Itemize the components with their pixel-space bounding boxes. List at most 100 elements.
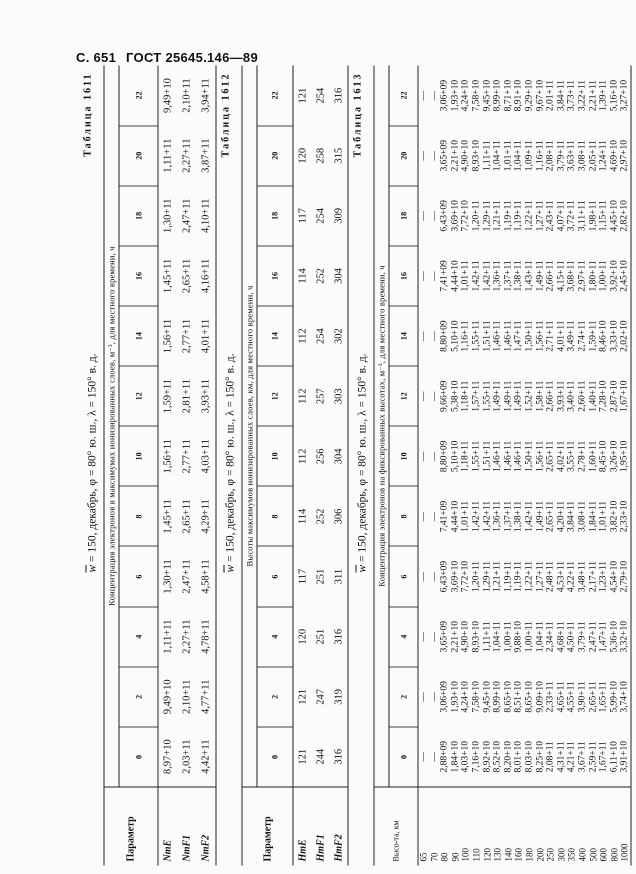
row-label: NmF1	[177, 787, 197, 866]
table-cell: 3,79+11	[577, 621, 588, 653]
table-row: 100 4,03+10 4,24+10 4,90+10 7,72+10 1,01+11 1,…	[460, 66, 472, 866]
table-cell: 1,84+11	[588, 500, 598, 533]
table-cell: 2,82+10	[619, 200, 630, 232]
table-cell: 8,99+10	[492, 79, 503, 112]
table-cell: 9,66+09	[439, 380, 450, 412]
table-cell: 2,65+11	[181, 499, 193, 534]
table-cell: 7,28+10	[598, 380, 609, 412]
table-cell: —	[418, 391, 429, 401]
table-cell: 302	[333, 328, 344, 344]
table-cell: 2,10+11	[181, 679, 193, 715]
table-cell: 3,92+10	[609, 260, 620, 292]
hour-header: 10	[119, 426, 158, 487]
hour-header: 0	[119, 726, 158, 787]
table-cell: 5,36+10	[609, 620, 620, 653]
table-cell: 2,34+11	[545, 621, 556, 653]
table-cell: 1,52+11	[524, 380, 535, 412]
table-row: 300 4,31+11 4,65+11 4,68+11 4,53+11 4,20+11 4,…	[556, 66, 567, 866]
table-cell: 4,58+11	[200, 559, 212, 594]
hour-header: 6	[389, 546, 418, 607]
table-cell: 2,65+11	[545, 500, 556, 533]
table-cell: —	[429, 511, 440, 522]
table-row: 500 2,59+11 2,65+11 2,47+11 2,17+11 1,84+11 1,…	[588, 66, 599, 866]
table-cell: 4,90+10	[460, 620, 471, 653]
table-cell: 309	[333, 207, 344, 224]
row-label: 200	[535, 787, 546, 866]
row-label: 160	[513, 787, 525, 866]
table-cell: 4,31+11	[556, 741, 567, 773]
condition-text: = 150, декабрь, φ = 80° ю. ш., λ = 150° …	[356, 353, 369, 565]
table-cell: 2,48+11	[545, 561, 556, 593]
table-cell: 8,93+10	[471, 139, 482, 172]
table-cell: —	[429, 692, 440, 702]
table-cell: 1,47+11	[513, 320, 524, 352]
table-row: 110 7,16+10 7,58+10 8,93+10 1,20+11 1,42+11 1,…	[471, 66, 483, 866]
hour-header: 0	[389, 726, 418, 787]
table-cell: 2,05+11	[588, 140, 598, 172]
table-cell: 1,98+11	[588, 200, 598, 232]
hour-header: 4	[257, 606, 293, 667]
data-table: Параметр Концентрация электронов в максим…	[103, 65, 217, 866]
table-cell: —	[429, 391, 440, 401]
table-cell: 4,22+11	[566, 561, 577, 593]
table-cell: 316	[333, 87, 344, 104]
table-cell: 3,08+11	[577, 500, 588, 533]
table-cell: 1,93+10	[450, 681, 461, 713]
table-cell: 8,51+10	[513, 681, 524, 713]
table-cell: 2,77+11	[181, 318, 193, 354]
table-caption: w = 150, декабрь, φ = 80° ю. ш., λ = 150…	[79, 61, 104, 866]
table-cell: 3,68+11	[566, 260, 577, 292]
page-header: С. 651 ГОСТ 25645.146—89	[76, 50, 264, 65]
table-row: HmF2 316 319 316 311 306 304 303 302 304 309 315 316	[329, 66, 348, 866]
hour-header: 20	[257, 125, 293, 186]
hour-header: 8	[257, 486, 293, 547]
table-cell: 9,45+10	[482, 681, 493, 713]
table-cell: 3,94+11	[200, 78, 212, 113]
row-label: 400	[577, 787, 588, 866]
hour-header: 18	[389, 185, 418, 246]
table-cell: 3,74+10	[619, 681, 630, 713]
table-cell: 4,20+11	[556, 500, 567, 533]
table-cell: 4,90+10	[460, 139, 471, 172]
table-label: Таблица 1612	[220, 72, 232, 158]
table-cell: 2,74+11	[577, 320, 588, 352]
hour-header: 10	[389, 426, 418, 487]
table-cell: 1,23+11	[598, 561, 609, 593]
hour-header: 12	[389, 366, 418, 427]
table-cell: —	[429, 90, 440, 101]
table-cell: —	[418, 692, 429, 702]
table-cell: 1,00+11	[503, 621, 514, 653]
table-cell: 258	[315, 147, 326, 164]
table-row: 130 8,52+10 8,99+10 1,04+11 1,21+11 1,36+11 1,…	[492, 66, 504, 866]
table-cell: 1,56+11	[535, 440, 546, 472]
table-cell: 4,55+11	[566, 681, 577, 713]
table-cell: 3,67+11	[577, 741, 588, 773]
param-header: Высо-та, км	[374, 787, 418, 866]
table-row: 250 2,08+11 2,33+11 2,34+11 2,48+11 2,65+11 2,…	[545, 66, 557, 866]
table-cell: 4,02+11	[556, 440, 567, 472]
table-cell: 9,49+10	[162, 679, 174, 715]
table-cell: 1,04+11	[492, 140, 503, 172]
table-condition: w = 150, декабрь, φ = 80° ю. ш., λ = 150…	[357, 61, 369, 866]
row-label: 800	[609, 787, 620, 866]
table-cell: 252	[315, 268, 326, 284]
table-cell: 3,93+11	[200, 378, 212, 414]
hour-header: 22	[389, 65, 418, 126]
table-cell: 4,24+10	[460, 79, 471, 112]
table-cell: 1,16+11	[535, 140, 546, 172]
table-cell: 2,08+11	[545, 741, 556, 773]
table-cell: 114	[297, 268, 308, 284]
table-cell: 1,36+11	[492, 260, 503, 292]
table-cell: 4,03+11	[200, 439, 212, 474]
table-cell: 120	[297, 628, 308, 645]
table-cell: 8,71+10	[503, 79, 514, 112]
hour-header: 12	[257, 366, 293, 427]
table-cell: 1,19+11	[503, 200, 514, 232]
table-cell: 121	[297, 688, 308, 705]
table-cell: 5,38+10	[450, 380, 461, 412]
hour-header: 10	[257, 426, 293, 487]
table-condition: w = 150, декабрь, φ = 80° ю. ш., λ = 150…	[225, 61, 237, 866]
table-cell: —	[418, 331, 429, 341]
table-cell: 8,65+10	[503, 681, 514, 713]
table-wrapper: Высо-та, км Концентрация электронов на фи…	[373, 61, 632, 866]
